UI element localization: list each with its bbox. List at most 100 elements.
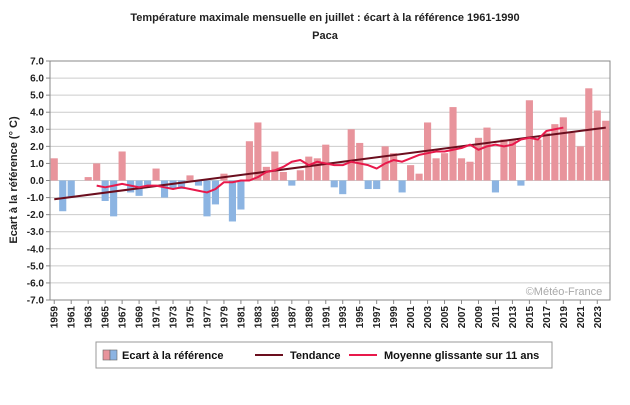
- bar-1978: [211, 180, 220, 205]
- y-tick-label: 5.0: [30, 91, 44, 102]
- x-tick-label: 1985: [270, 306, 281, 329]
- y-tick-label: -1.0: [27, 193, 45, 204]
- bar-2017: [542, 132, 550, 181]
- x-tick-label: 1981: [236, 306, 247, 329]
- moving-average-line: [96, 126, 564, 194]
- bar-1976: [194, 180, 203, 186]
- y-tick-label: 6.0: [30, 74, 44, 85]
- bar-1992: [330, 180, 338, 188]
- x-tick-label: 1959: [50, 306, 61, 329]
- bar-1974: [177, 180, 186, 190]
- bar-1997: [373, 180, 381, 190]
- bar-2023: [593, 110, 601, 181]
- x-tick-label: 1987: [287, 306, 298, 329]
- bar-2024: [602, 120, 610, 181]
- bar-1963: [84, 177, 92, 181]
- x-tick-label: 1973: [169, 306, 180, 329]
- chart-title: Température maximale mensuelle en juille…: [130, 12, 519, 24]
- y-tick-label: 0.0: [30, 176, 44, 187]
- x-tick-label: 1969: [135, 306, 146, 329]
- bar-2020: [568, 132, 576, 181]
- bar-2006: [449, 107, 457, 181]
- y-axis-ticks: 7.0 6.0 5.0 4.0 3.0 2.0 1.0 0.0 -1.0 -2.0 -3.0 -4.0…: [27, 57, 50, 307]
- x-tick-label: 1993: [338, 306, 349, 329]
- bar-1981: [237, 180, 245, 210]
- bar-1985: [271, 151, 279, 181]
- legend-bar-swatch-icon: [102, 349, 118, 361]
- bar-2021: [576, 146, 584, 181]
- bars: [50, 88, 610, 222]
- x-tick-label: 2015: [525, 306, 536, 329]
- legend-trend-label: Tendance: [290, 350, 341, 362]
- bar-1966: [110, 180, 118, 217]
- bar-2011: [491, 180, 500, 193]
- bar-2002: [415, 173, 423, 181]
- bar-2000: [398, 180, 406, 193]
- x-tick-label: 1977: [202, 306, 213, 329]
- x-tick-label: 2021: [576, 306, 587, 329]
- bar-1961: [67, 180, 75, 198]
- bar-1959: [50, 158, 58, 181]
- bar-1986: [279, 171, 287, 181]
- bar-1977: [203, 180, 211, 217]
- x-tick-label: 2001: [406, 306, 417, 329]
- y-tick-label: -7.0: [27, 296, 45, 307]
- legend-bar-label: Ecart à la référence: [122, 350, 224, 362]
- y-tick-label: -2.0: [27, 210, 45, 221]
- lines: [54, 126, 606, 201]
- y-tick-label: 3.0: [30, 125, 44, 136]
- bar-1984: [262, 166, 270, 181]
- y-tick-label: 2.0: [30, 142, 44, 153]
- bar-2018: [551, 124, 559, 181]
- bar-1990: [313, 158, 321, 181]
- x-tick-label: 1999: [389, 306, 400, 329]
- y-tick-label: 1.0: [30, 159, 44, 170]
- x-tick-label: 1995: [355, 306, 366, 329]
- x-tick-label: 1961: [67, 306, 78, 329]
- bar-1987: [288, 180, 296, 186]
- bar-1989: [305, 156, 313, 181]
- y-tick-label: 4.0: [30, 108, 44, 119]
- x-tick-label: 2003: [423, 306, 434, 329]
- bar-1970: [144, 180, 152, 186]
- bar-1983: [254, 122, 262, 181]
- bar-1964: [93, 163, 101, 181]
- x-tick-label: 2019: [559, 306, 570, 329]
- x-tick-label: 1965: [101, 306, 112, 329]
- x-axis-ticks: 1959 1961 1963 1965 1967 1969 1971 1973 1975 1977…: [50, 300, 604, 328]
- y-tick-label: -3.0: [27, 227, 45, 238]
- x-tick-label: 2013: [508, 306, 519, 329]
- bar-1975: [186, 175, 194, 181]
- bar-2015: [525, 100, 533, 181]
- bar-1971: [152, 168, 160, 181]
- bar-2009: [474, 137, 483, 181]
- bar-2019: [559, 117, 567, 181]
- y-axis-label: Ecart à la référence (° C): [8, 116, 20, 244]
- bar-2012: [500, 139, 508, 181]
- bar-2014: [517, 180, 525, 186]
- bar-1965: [101, 180, 109, 201]
- bar-1994: [347, 129, 355, 181]
- legend-box: [95, 341, 553, 369]
- bar-1972: [160, 180, 169, 198]
- x-tick-label: 2017: [542, 306, 553, 329]
- x-tick-label: 2009: [474, 306, 485, 329]
- x-tick-label: 1963: [84, 306, 95, 329]
- x-tick-label: 1967: [118, 306, 129, 329]
- x-tick-label: 1979: [219, 306, 230, 329]
- x-tick-label: 2005: [440, 306, 451, 329]
- bar-1960: [59, 180, 67, 212]
- chart-subtitle: Paca: [312, 30, 339, 42]
- bar-1988: [296, 170, 304, 181]
- y-tick-label: -6.0: [27, 278, 45, 289]
- bar-1999: [390, 153, 398, 181]
- x-tick-label: 2011: [491, 306, 502, 328]
- x-tick-label: 1989: [304, 306, 315, 329]
- bar-2016: [534, 139, 542, 181]
- bar-2005: [440, 153, 449, 181]
- y-tick-label: 7.0: [30, 57, 44, 68]
- y-tick-label: -5.0: [27, 261, 45, 272]
- bar-1982: [245, 141, 253, 181]
- bar-1996: [364, 180, 372, 190]
- bar-2007: [457, 158, 466, 181]
